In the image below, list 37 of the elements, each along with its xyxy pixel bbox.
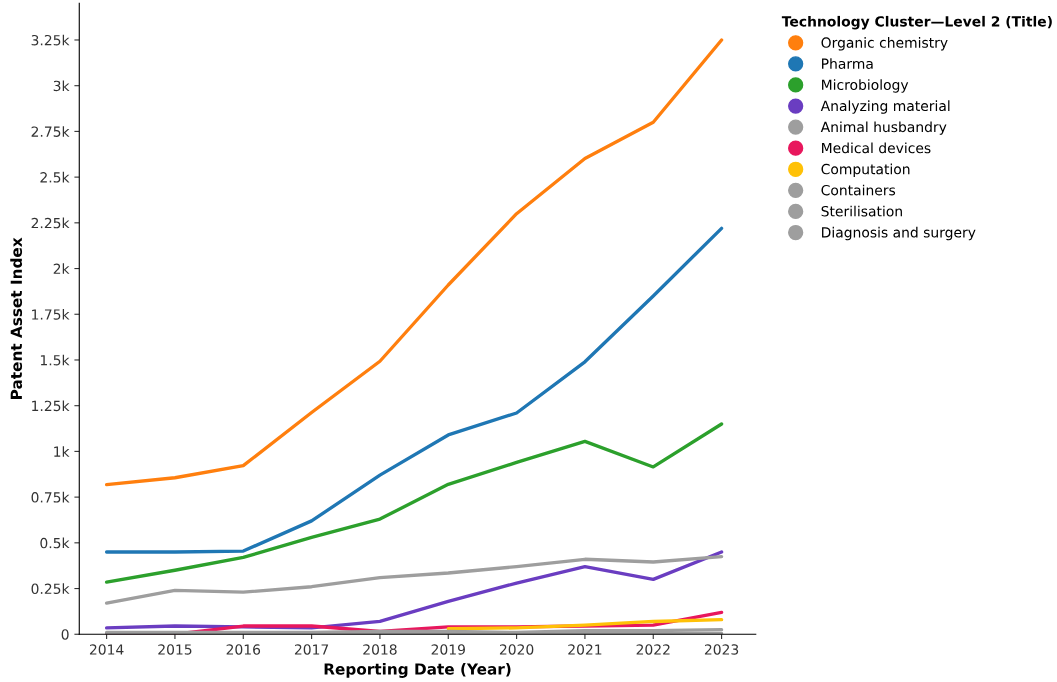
y-tick-label: 1.25k <box>32 400 70 412</box>
x-tick-label: 2021 <box>568 644 602 655</box>
legend-label: Pharma <box>822 58 873 69</box>
y-tick-label: 1k <box>54 446 70 457</box>
legend-label: Diagnosis and surgery <box>822 226 976 241</box>
y-axis-title: Patent Asset Index <box>10 237 23 399</box>
y-tick-label: 0 <box>61 629 69 640</box>
legend-label: Sterilisation <box>821 205 902 217</box>
legend-label: Microbiology <box>822 79 909 93</box>
y-tick-label: 1.5k <box>40 354 70 366</box>
x-tick-label: 2019 <box>431 644 465 655</box>
x-tick-label: 2018 <box>363 644 397 655</box>
x-tick-label: 2017 <box>294 644 329 655</box>
x-tick-label: 2020 <box>499 644 534 655</box>
legend-label: Containers <box>821 184 896 196</box>
x-tick-label: 2014 <box>89 644 124 655</box>
x-tick-label: 2023 <box>704 644 739 655</box>
y-tick-label: 0.5k <box>40 537 70 549</box>
legend-label: Analyzing material <box>820 100 950 114</box>
y-tick-label: 0.25k <box>31 583 70 595</box>
y-tick-label: 3k <box>53 80 70 92</box>
legend-label: Medical devices <box>822 142 931 154</box>
y-tick-label: 3.25k <box>31 34 70 46</box>
y-tick-label: 2.25k <box>31 217 70 229</box>
legend-title: Technology Cluster—Level 2 (Title) <box>781 15 1052 30</box>
legend-label: Animal husbandry <box>820 121 947 135</box>
legend-label: Computation <box>821 163 910 178</box>
y-tick-label: 2.5k <box>40 171 70 183</box>
legend-label: Organic chemistry <box>821 37 948 51</box>
x-tick-label: 2016 <box>226 644 261 655</box>
x-tick-label: 2022 <box>636 644 670 655</box>
x-tick-label: 2015 <box>158 644 192 655</box>
y-tick-label: 0.75k <box>31 491 70 503</box>
y-tick-label: 2.75k <box>31 126 70 137</box>
x-axis-title: Reporting Date (Year) <box>324 662 511 678</box>
y-tick-label: 1.75k <box>32 308 70 320</box>
y-tick-label: 2k <box>53 263 70 274</box>
